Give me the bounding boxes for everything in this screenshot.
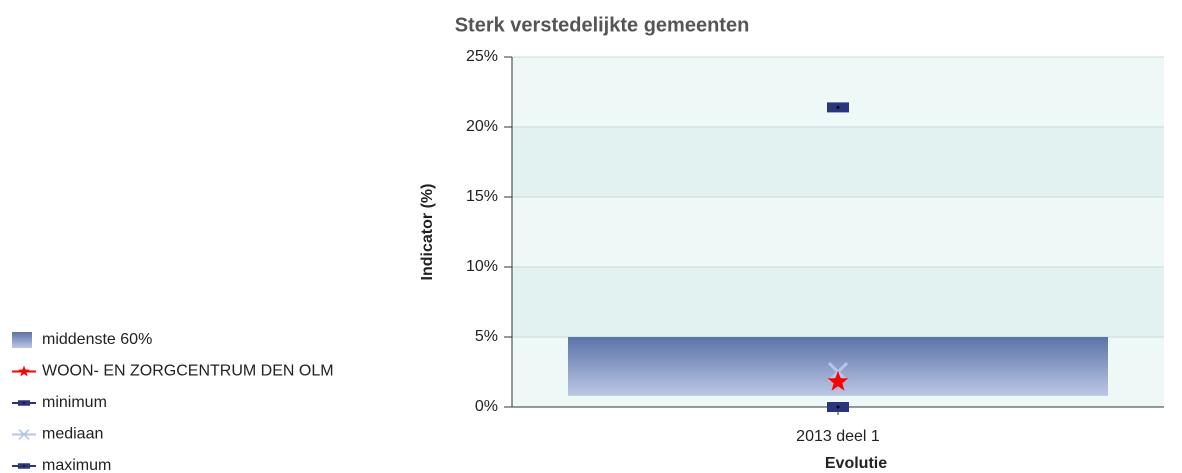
legend-label: middenste 60% xyxy=(42,331,152,348)
legend-label: WOON- EN ZORGCENTRUM DEN OLM xyxy=(42,363,334,380)
legend-label: maximum xyxy=(42,457,111,473)
y-tick-label: 0% xyxy=(475,398,498,415)
y-tick-label: 15% xyxy=(466,188,498,205)
chart-title: Sterk verstedelijkte gemeenten xyxy=(455,14,750,36)
marker-dot xyxy=(23,402,25,404)
marker-star xyxy=(827,370,849,391)
marker-square xyxy=(17,400,31,406)
marker-square xyxy=(827,402,849,412)
plot-band xyxy=(512,127,1164,197)
y-tick-label: 5% xyxy=(475,328,498,345)
marker-square xyxy=(17,463,31,469)
legend-label: minimum xyxy=(42,394,107,411)
plot-band xyxy=(512,267,1164,337)
marker-x xyxy=(18,428,30,441)
x-axis-title: Evolutie xyxy=(825,455,887,472)
marker-square xyxy=(827,102,849,113)
y-axis-title: Indicator (%) xyxy=(419,184,436,281)
y-tick-label: 25% xyxy=(466,48,498,65)
marker-dot xyxy=(23,465,25,467)
y-tick-label: 10% xyxy=(466,258,498,275)
y-tick-label: 20% xyxy=(466,118,498,135)
legend-label: mediaan xyxy=(42,426,103,443)
x-tick-label: 2013 deel 1 xyxy=(796,428,880,445)
marker-dot xyxy=(836,405,840,409)
legend-swatch xyxy=(12,332,32,348)
marker-dot xyxy=(836,105,840,109)
range-band xyxy=(568,337,1108,396)
marker-star xyxy=(18,365,30,377)
